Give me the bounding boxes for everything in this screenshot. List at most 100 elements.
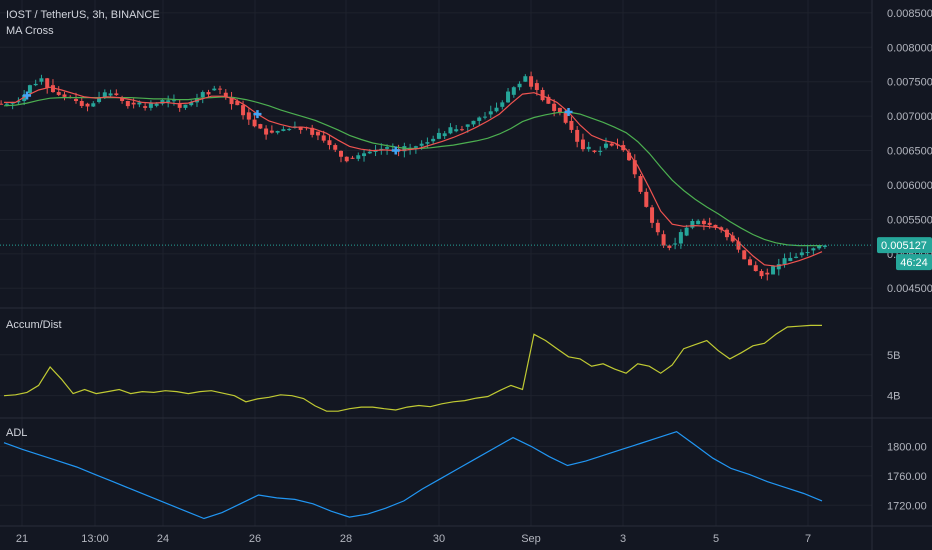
candle-body — [454, 129, 459, 132]
adl-pane[interactable] — [3, 431, 823, 520]
candle-body — [235, 100, 240, 106]
candle-body — [799, 252, 804, 256]
candle-body — [425, 142, 430, 144]
candle-body — [575, 129, 580, 142]
candle-body — [373, 150, 378, 152]
candle-body — [431, 138, 436, 142]
indicator-legend-adl[interactable]: ADL — [6, 427, 27, 439]
candle-body — [125, 100, 130, 107]
accum-dist-line — [3, 324, 822, 412]
candle-body — [269, 130, 274, 133]
candle-body — [16, 100, 21, 103]
time-tick-label: 24 — [157, 533, 169, 545]
candle-body — [74, 98, 79, 101]
time-axis[interactable]: 21 13:00 24 26 28 30 Sep 3 5 7 — [16, 533, 811, 545]
candle-body — [563, 112, 568, 123]
adl-axis[interactable]: 1800.00 1760.00 1720.00 — [887, 441, 927, 512]
candle-body — [822, 245, 827, 247]
candle-body — [148, 103, 153, 108]
price-tick-label: 0.005500 — [887, 214, 932, 226]
candle-body — [592, 150, 597, 152]
ma-fast-line — [4, 86, 823, 267]
candle-body — [413, 146, 418, 148]
candle-body — [10, 102, 15, 104]
candle-body — [638, 176, 643, 192]
current-price-value: 0.005127 — [881, 240, 927, 252]
price-axis[interactable]: 0.008500 0.008000 0.007500 0.007000 0.006500… — [887, 8, 932, 295]
candle-body — [91, 103, 96, 107]
indicator-legend-ma-cross[interactable]: MA Cross — [6, 25, 54, 37]
candle-body — [471, 120, 476, 125]
candle-body — [794, 256, 799, 258]
candle-body — [85, 103, 90, 107]
adl-tick-label: 1760.00 — [887, 471, 927, 483]
chart-title[interactable]: IOST / TetherUS, 3h, BINANCE — [6, 9, 160, 21]
time-tick-label: 13:00 — [81, 533, 109, 545]
time-tick-label: 3 — [620, 533, 626, 545]
candle-body — [650, 207, 655, 223]
accum-axis[interactable]: 5B 4B — [887, 350, 900, 403]
candle-body — [356, 155, 361, 159]
time-tick-label: 5 — [713, 533, 719, 545]
candle-body — [344, 156, 349, 162]
candle-body — [747, 259, 752, 266]
time-tick-label: 30 — [433, 533, 445, 545]
candle-body — [298, 126, 303, 130]
candle-body — [805, 252, 810, 254]
candle-body — [27, 85, 32, 94]
candle-body — [586, 146, 591, 150]
candle-body — [483, 116, 488, 118]
candle-body — [120, 97, 125, 101]
candle-body — [229, 96, 234, 105]
candle-body — [310, 127, 315, 135]
ma-cross-marker — [391, 146, 400, 155]
candle-body — [102, 92, 107, 98]
candle-body — [684, 227, 689, 236]
candle-body — [264, 128, 269, 135]
candle-body — [56, 92, 61, 95]
candle-body — [362, 153, 367, 157]
candle-body — [552, 103, 557, 111]
ma-slow-line — [3, 96, 822, 247]
candle-body — [632, 160, 637, 175]
candle-body — [45, 78, 50, 88]
candle-body — [212, 88, 217, 91]
candle-body — [154, 103, 159, 106]
candle-body — [655, 222, 660, 233]
candle-body — [108, 93, 113, 96]
candle-body — [534, 83, 539, 90]
candle-body — [183, 104, 188, 108]
candle-body — [742, 250, 747, 260]
candle-body — [730, 235, 735, 242]
ma-cross-marker — [23, 91, 32, 100]
accum-dist-pane[interactable] — [3, 324, 822, 412]
indicator-legend-accum-dist[interactable]: Accum/Dist — [6, 319, 62, 331]
candle-body — [523, 76, 528, 82]
time-tick-label: 7 — [805, 533, 811, 545]
candle-body — [696, 220, 701, 225]
accum-tick-label: 5B — [887, 350, 900, 362]
candle-body — [114, 93, 119, 96]
candle-body — [529, 76, 534, 87]
candle-body — [338, 150, 343, 157]
candle-body — [275, 130, 280, 133]
candle-body — [511, 87, 516, 95]
candle-body — [465, 124, 470, 127]
candle-body — [0, 103, 4, 105]
candle-body — [690, 221, 695, 228]
candle-body — [79, 100, 84, 106]
main-price-pane[interactable] — [0, 71, 827, 281]
candles — [0, 71, 827, 281]
price-tick-label: 0.007000 — [887, 111, 932, 123]
price-tick-label: 0.007500 — [887, 77, 932, 89]
candle-body — [701, 220, 706, 225]
candle-body — [177, 104, 182, 108]
candle-body — [252, 119, 257, 127]
candle-body — [707, 222, 712, 225]
candle-body — [33, 83, 38, 86]
candle-body — [788, 257, 793, 262]
candle-body — [459, 129, 464, 131]
candle-body — [603, 143, 608, 148]
price-tick-label: 0.008000 — [887, 42, 932, 54]
